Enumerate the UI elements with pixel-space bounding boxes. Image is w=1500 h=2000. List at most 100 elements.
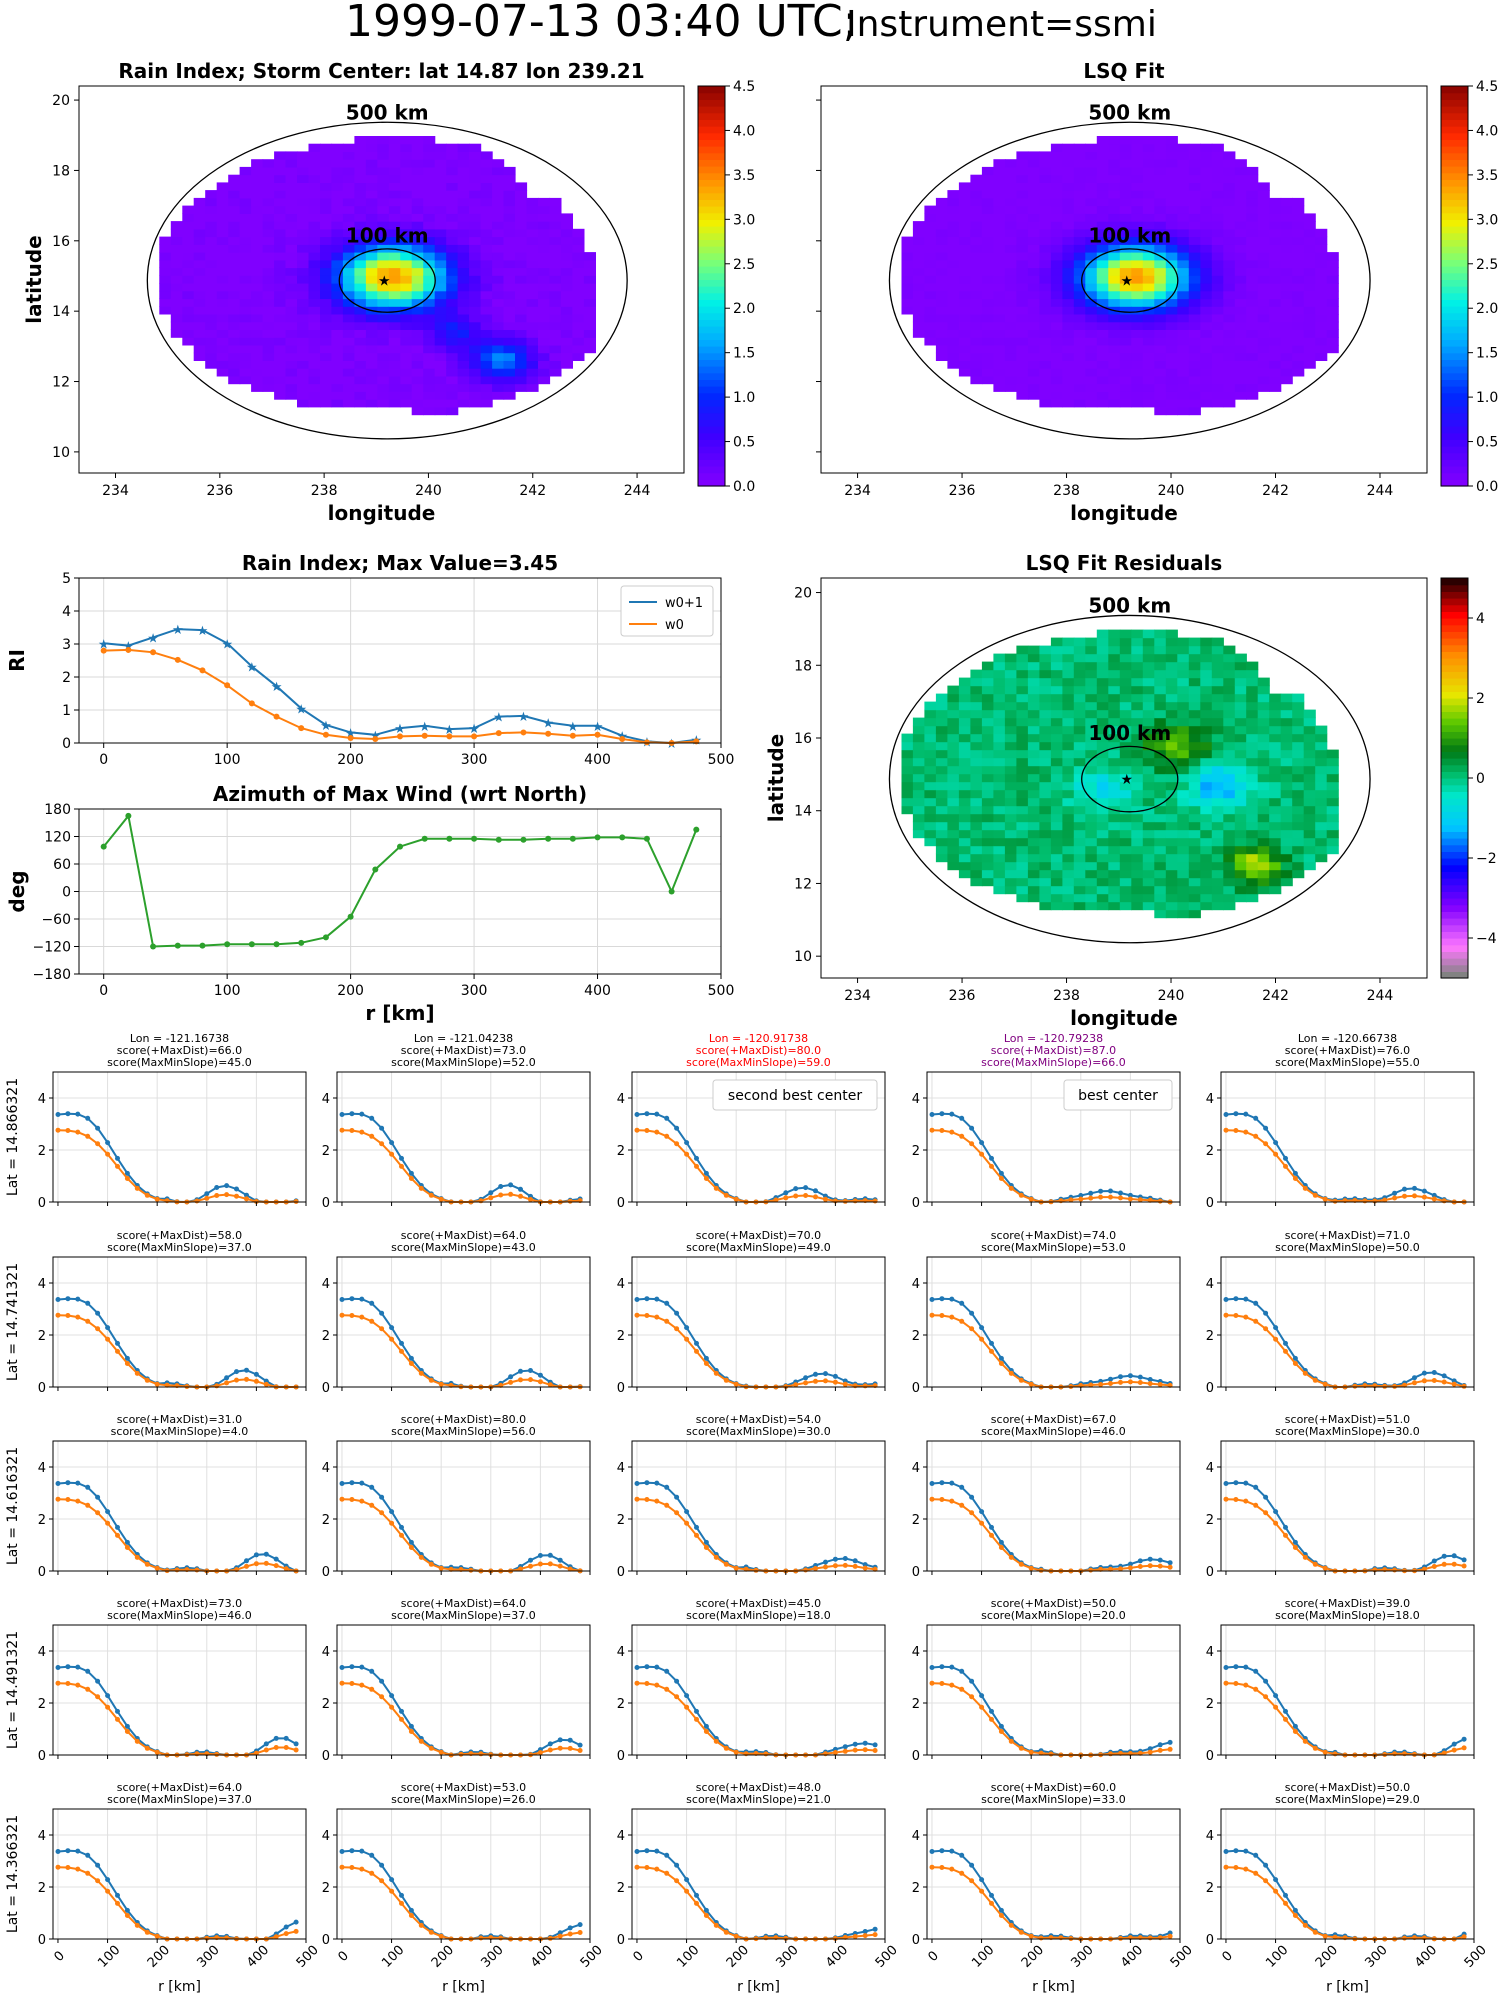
heatmap-cell <box>1269 375 1282 385</box>
data-point <box>694 1532 699 1538</box>
heatmap-cell <box>1073 166 1086 176</box>
data-point: ★ <box>493 711 505 726</box>
heatmap-cell <box>970 244 983 253</box>
heatmap-cell <box>1119 845 1132 855</box>
heatmap-cell <box>492 174 505 183</box>
heatmap-cell <box>1016 669 1029 679</box>
data-point <box>643 739 650 746</box>
data-point <box>634 1496 640 1502</box>
heatmap-cell <box>365 182 378 191</box>
data-point <box>85 1484 91 1490</box>
heatmap-cell <box>1177 805 1190 815</box>
y-tick-label: 2 <box>912 1144 920 1159</box>
heatmap-cell <box>1200 813 1213 823</box>
heatmap-cell <box>1073 375 1086 385</box>
y-tick-label: 4 <box>38 1277 46 1292</box>
data-point <box>1332 1198 1338 1204</box>
heatmap-cell <box>549 197 562 207</box>
colorbar-segment <box>1441 718 1468 726</box>
data-point <box>1137 1374 1143 1380</box>
heatmap-cell <box>411 221 424 230</box>
heatmap-cell <box>342 321 355 330</box>
data-point <box>1263 1510 1269 1516</box>
heatmap-cell <box>1119 267 1132 276</box>
colorbar-tick-label: 3.0 <box>1476 212 1498 228</box>
heatmap-cell <box>354 329 367 338</box>
heatmap-cell <box>285 375 298 385</box>
colorbar-segment <box>698 372 725 380</box>
heatmap-cell <box>981 733 994 743</box>
y-tick-label: 20 <box>52 93 70 109</box>
heatmap-cell <box>182 236 195 245</box>
data-point <box>253 1552 259 1558</box>
heatmap-cell <box>1108 174 1121 183</box>
heatmap-cell <box>228 221 241 230</box>
heatmap-cell <box>1303 797 1316 807</box>
heatmap-cell <box>1154 661 1167 671</box>
heatmap-cell <box>1004 321 1017 330</box>
cell-score-maxdist: score(+MaxDist)=80.0 <box>401 1413 526 1426</box>
data-point <box>1283 1348 1288 1354</box>
axes-frame <box>1220 1256 1475 1388</box>
data-point <box>134 1185 140 1191</box>
heatmap-cell <box>480 306 493 315</box>
heatmap-cell <box>1315 275 1328 284</box>
heatmap-cell <box>262 244 275 253</box>
heatmap-cell <box>1188 275 1201 284</box>
data-point <box>1243 1296 1249 1302</box>
heatmap-cell <box>1280 733 1293 743</box>
axes-frame <box>52 1071 307 1203</box>
heatmap-cell <box>1246 321 1259 330</box>
heatmap-cell <box>1257 306 1270 315</box>
data-point <box>144 1192 150 1198</box>
heatmap-cell <box>1154 314 1167 323</box>
heatmap-cell <box>1292 259 1305 269</box>
heatmap-cell <box>1027 383 1040 392</box>
heatmap-cell <box>1050 143 1063 152</box>
heatmap-cell <box>935 228 948 238</box>
heatmap-cell <box>354 221 367 230</box>
data-point <box>349 1313 355 1318</box>
heatmap-cell <box>1246 877 1259 887</box>
heatmap-cell <box>1039 352 1052 361</box>
heatmap-cell <box>1096 213 1109 222</box>
heatmap-cell <box>901 805 914 815</box>
heatmap-cell <box>1085 197 1098 207</box>
heatmap-cell <box>1016 337 1029 346</box>
heatmap-cell <box>958 741 971 751</box>
heatmap-cell <box>1280 861 1293 871</box>
heatmap-cell <box>1050 773 1063 783</box>
heatmap-cell <box>239 283 252 292</box>
data-point <box>703 1176 709 1181</box>
heatmap-cell <box>1142 781 1155 791</box>
heatmap-cell <box>354 159 367 168</box>
heatmap-cell <box>1269 741 1282 751</box>
heatmap-cell <box>400 337 413 346</box>
heatmap-cell <box>469 213 482 222</box>
heatmap-cell <box>1200 749 1213 759</box>
heatmap-cell <box>480 298 493 307</box>
heatmap-cell <box>1315 306 1328 315</box>
heatmap-cell <box>1165 757 1178 767</box>
heatmap-cell <box>1154 709 1167 719</box>
heatmap-cell <box>1200 166 1213 176</box>
data-point <box>852 1563 858 1569</box>
heatmap-cell <box>1211 741 1224 751</box>
x-tick-label: 234 <box>844 483 871 499</box>
heatmap-cell <box>515 314 528 323</box>
data-point <box>1431 1378 1437 1383</box>
heatmap-cell <box>1303 259 1316 269</box>
data-point <box>674 1494 680 1500</box>
data-point <box>1283 1163 1288 1169</box>
heatmap-cell <box>1016 797 1029 807</box>
colorbar-segment <box>698 179 725 187</box>
data-point <box>418 1370 424 1376</box>
heatmap-cell <box>1200 653 1213 663</box>
heatmap-cell <box>251 275 264 284</box>
heatmap-cell <box>981 869 994 879</box>
y-tick-label: 16 <box>52 234 70 250</box>
heatmap-cell <box>1246 213 1259 222</box>
heatmap-cell <box>320 159 333 168</box>
heatmap-cell <box>970 877 983 887</box>
heatmap-cell <box>308 344 321 354</box>
